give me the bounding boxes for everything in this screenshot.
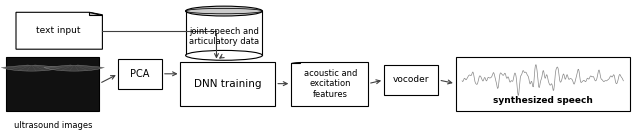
Polygon shape <box>16 12 102 49</box>
Ellipse shape <box>186 6 262 16</box>
Polygon shape <box>291 61 368 106</box>
Text: text input: text input <box>36 26 80 35</box>
Bar <box>6 57 99 111</box>
Bar <box>384 65 438 95</box>
Text: acoustic and
excitation
features: acoustic and excitation features <box>304 69 357 99</box>
Text: vocoder: vocoder <box>393 75 429 84</box>
Polygon shape <box>291 61 300 63</box>
Text: joint speech and
articulatory data: joint speech and articulatory data <box>189 27 259 46</box>
Ellipse shape <box>186 50 262 60</box>
Text: PCA: PCA <box>131 69 150 79</box>
Polygon shape <box>44 65 104 71</box>
Text: ultrasound images: ultrasound images <box>13 121 92 129</box>
Text: DNN training: DNN training <box>194 79 262 89</box>
Bar <box>180 61 275 106</box>
Bar <box>118 59 162 89</box>
Polygon shape <box>90 12 102 15</box>
Polygon shape <box>1 65 61 71</box>
Text: synthesized speech: synthesized speech <box>493 96 593 105</box>
Bar <box>456 57 630 111</box>
Bar <box>186 11 262 55</box>
